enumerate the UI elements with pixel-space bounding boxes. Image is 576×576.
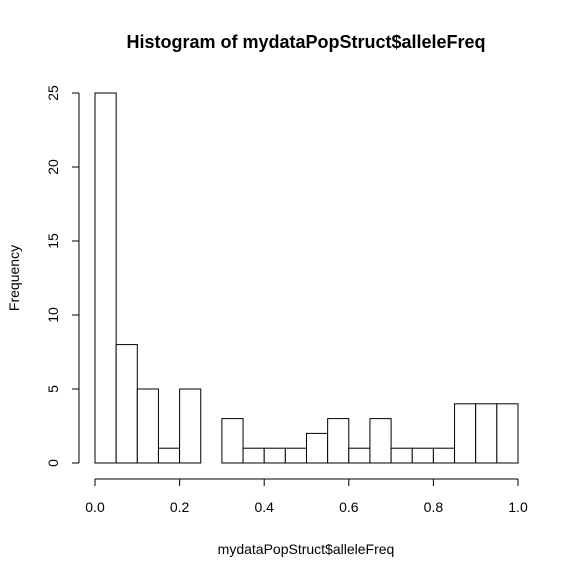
histogram-bar [411, 447, 434, 464]
y-tick-label: 20 [45, 159, 61, 175]
x-axis-label: mydataPopStruct$alleleFreq [218, 541, 395, 557]
histogram-bar [136, 388, 159, 464]
y-tick-label: 15 [45, 233, 61, 249]
x-tick-label: 0.6 [339, 499, 359, 515]
x-tick-label: 0.8 [424, 499, 444, 515]
histogram-bar [179, 388, 202, 464]
histogram-bar [475, 403, 498, 464]
histogram-bar [157, 447, 181, 464]
histogram-bar [94, 92, 117, 464]
y-tick-label: 25 [45, 85, 61, 101]
chart-title: Histogram of mydataPopStruct$alleleFreq [126, 32, 485, 52]
y-axis: 0 5 10 15 20 25 [45, 85, 80, 467]
histogram-bar [306, 432, 329, 464]
x-axis: 0.0 0.2 0.4 0.6 0.8 1.0 [85, 478, 528, 515]
y-axis-label: Frequency [6, 245, 22, 311]
x-tick-label: 0.0 [85, 499, 105, 515]
histogram-bar [242, 447, 265, 464]
histogram-bar [263, 447, 286, 464]
y-tick-label: 10 [45, 307, 61, 323]
x-tick-label: 0.4 [254, 499, 274, 515]
x-tick-label: 1.0 [508, 499, 528, 515]
histogram-bar [348, 447, 371, 464]
histogram-bar [284, 447, 308, 464]
histogram-bar [432, 447, 456, 464]
y-tick-label: 5 [45, 385, 61, 393]
histogram-bar [390, 447, 413, 464]
x-tick-label: 0.2 [170, 499, 190, 515]
histogram-bar [496, 403, 519, 464]
y-tick-label: 0 [45, 459, 61, 467]
histogram-bar [369, 418, 392, 464]
histogram-bar [115, 344, 138, 464]
histogram-bar [221, 418, 244, 464]
bars-group [94, 92, 519, 464]
histogram-bar [327, 418, 350, 464]
histogram-bar [454, 403, 477, 464]
